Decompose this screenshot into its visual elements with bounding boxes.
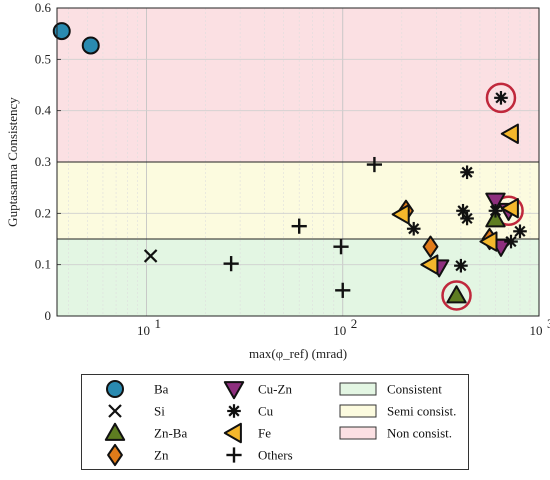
y-tick-label: 0	[45, 308, 52, 323]
y-tick-labels: 0 0.1 0.2 0.3 0.4 0.5 0.6	[35, 0, 61, 323]
x-tick-exponent: 3	[547, 316, 550, 331]
point-others	[223, 256, 239, 272]
legend-marker-fe	[223, 422, 242, 444]
point-others	[291, 218, 307, 234]
highlight-ring	[485, 82, 517, 114]
legend-marker-cu-zn	[223, 381, 245, 400]
x-tick-label: 10	[137, 323, 150, 338]
legend-label-zn: Zn	[154, 448, 169, 463]
legend-label-semi-consist: Semi consist.	[387, 404, 456, 419]
point-ba	[81, 36, 100, 55]
point-cu	[460, 211, 474, 226]
legend-marker-ba	[106, 380, 124, 398]
x-tick-labels: 10 1 10 2 10 3	[137, 316, 550, 338]
legend-marker-others	[226, 447, 242, 463]
x-tick-exponent: 2	[351, 316, 358, 331]
point-zn-ba	[485, 209, 506, 228]
band-non-consist	[57, 8, 539, 162]
y-axis-label: Guptasarma Consistency	[5, 97, 20, 227]
point-si	[143, 249, 158, 263]
point-others	[335, 282, 351, 298]
x-tick-label: 10	[530, 323, 543, 338]
legend-label-non-consist: Non consist.	[387, 426, 452, 441]
highlight-rings	[441, 82, 524, 311]
legend-marker-zn-ba	[104, 422, 126, 441]
legend-label-cu: Cu	[258, 404, 274, 419]
x-axis-label: max(φ_ref) (mrad)	[249, 346, 347, 361]
y-tick-label: 0.3	[35, 154, 51, 169]
legend-entries: Ba Si Zn-Ba Zn Cu-Zn Cu Fe Others Consistent Semi…	[104, 380, 456, 467]
legend-label-zn-ba: Zn-Ba	[154, 426, 187, 441]
point-fe	[479, 231, 498, 252]
y-tick-label: 0.6	[35, 0, 52, 15]
legend-label-cu-zn: Cu-Zn	[258, 382, 292, 397]
legend-marker-zn	[107, 443, 123, 467]
x-tick-exponent: 1	[154, 316, 161, 331]
legend-marker-consistent	[339, 382, 377, 396]
y-tick-label: 0.2	[35, 205, 51, 220]
highlight-ring	[441, 280, 472, 311]
legend-marker-cu	[227, 404, 241, 418]
legend-marker-si	[108, 404, 122, 418]
point-cu	[504, 234, 518, 249]
point-ba	[52, 22, 71, 41]
legend-label-ba: Ba	[154, 382, 169, 397]
point-fe	[500, 123, 519, 144]
point-cu	[488, 203, 503, 218]
legend-label-fe: Fe	[258, 426, 271, 441]
point-zn-ba	[446, 285, 467, 304]
legend-marker-non-consist	[339, 426, 377, 440]
point-cu	[494, 91, 508, 105]
y-tick-label: 0.5	[35, 51, 51, 66]
legend-marker-semi-consist	[339, 404, 377, 418]
grid-lines	[57, 7, 539, 317]
y-tick-label: 0.1	[35, 257, 51, 272]
point-zn	[422, 235, 439, 258]
legend-label-others: Others	[258, 448, 293, 463]
legend-label-si: Si	[154, 404, 165, 419]
point-fe	[391, 204, 410, 225]
point-cu	[513, 224, 527, 239]
data-points	[52, 22, 527, 304]
y-tick-label: 0.4	[35, 103, 52, 118]
x-tick-label: 10	[333, 323, 346, 338]
point-cu-zn	[485, 192, 506, 211]
legend: Ba Si Zn-Ba Zn Cu-Zn Cu Fe Others Consistent Semi…	[81, 374, 469, 470]
point-cu	[454, 258, 468, 273]
point-fe	[500, 198, 519, 219]
point-others	[366, 156, 383, 173]
legend-label-consistent: Consistent	[387, 382, 442, 397]
point-cu	[406, 221, 421, 236]
point-others	[333, 239, 349, 255]
point-cu	[460, 165, 474, 180]
plot-frame	[56, 7, 540, 317]
point-fe	[420, 254, 439, 275]
